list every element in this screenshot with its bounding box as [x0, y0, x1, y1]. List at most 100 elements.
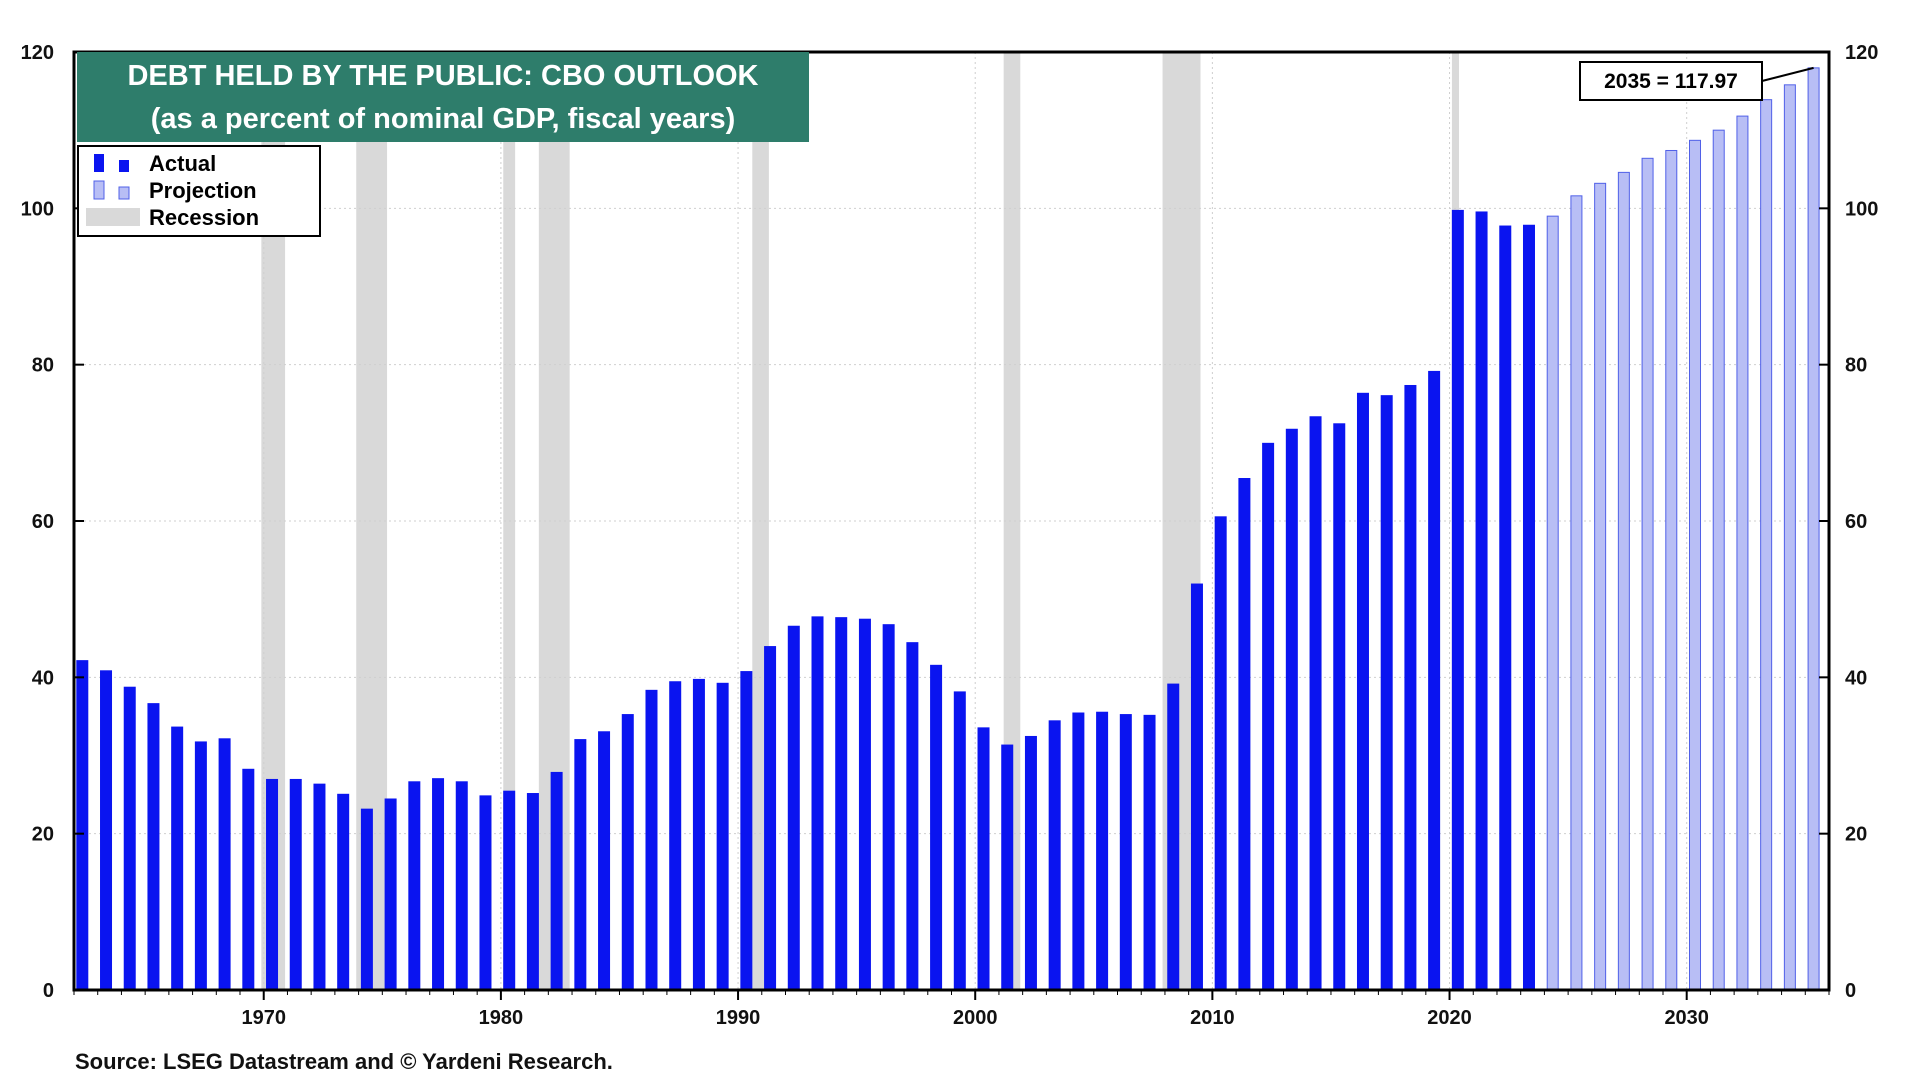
bar-actual — [740, 671, 753, 990]
bar-projection — [1641, 157, 1654, 991]
x-tick-label: 1980 — [479, 1007, 524, 1029]
bar-actual — [574, 739, 587, 990]
bar-projection — [1546, 215, 1559, 991]
x-tick-label: 2030 — [1664, 1007, 1709, 1029]
bar-actual — [1451, 209, 1464, 990]
y-tick-label-left: 100 — [21, 198, 54, 220]
bar-actual — [171, 726, 184, 990]
title-background — [77, 52, 809, 142]
bar-actual — [930, 664, 943, 990]
legend-swatch-recession — [86, 208, 140, 226]
bar-actual — [1072, 712, 1085, 990]
bar-actual — [100, 670, 113, 990]
y-tick-label-left: 20 — [32, 824, 54, 846]
y-tick-label-left: 40 — [32, 667, 54, 689]
legend-swatch-actual-small — [119, 160, 129, 172]
bar-actual — [669, 681, 682, 990]
y-tick-label-left: 0 — [43, 980, 54, 1002]
bar-actual — [811, 616, 824, 990]
y-tick-label-right: 80 — [1845, 355, 1867, 377]
callout: 2035 = 117.97 — [1579, 61, 1814, 101]
bar-actual — [550, 771, 563, 990]
legend-item-recession: Recession — [86, 205, 259, 230]
bar-actual — [242, 768, 255, 990]
bar-actual — [1167, 683, 1180, 990]
callout-box — [1579, 61, 1763, 101]
callout-label: 2035 = 117.97 — [1604, 70, 1738, 93]
bar-actual — [764, 646, 777, 990]
bar-actual — [1048, 720, 1061, 990]
legend: Actual Projection Recession — [77, 145, 321, 237]
bar-actual — [1522, 224, 1535, 990]
bar-actual — [1475, 211, 1488, 990]
y-tick-label-right: 120 — [1845, 42, 1878, 64]
bar-actual — [503, 790, 516, 990]
x-tick-label: 2020 — [1427, 1007, 1472, 1029]
bar-actual — [621, 714, 634, 990]
bar-projection — [1760, 99, 1773, 991]
bar-actual — [360, 808, 373, 990]
bar-actual — [1096, 711, 1109, 990]
bar-actual — [408, 781, 421, 990]
bar-actual — [455, 781, 468, 990]
bar-actual — [76, 660, 89, 990]
x-tick-label: 2010 — [1190, 1007, 1235, 1029]
bar-actual — [266, 778, 279, 990]
bar-actual — [835, 617, 848, 990]
bar-projection — [1807, 67, 1820, 991]
y-tick-label-left: 120 — [21, 42, 54, 64]
bar-actual — [977, 727, 990, 990]
x-tick-label: 1990 — [716, 1007, 761, 1029]
legend-swatch-actual — [94, 154, 104, 172]
bar-actual — [598, 731, 611, 990]
bar-projection — [1736, 115, 1749, 991]
bar-actual — [1238, 478, 1251, 990]
bar-actual — [289, 778, 302, 990]
bar-actual — [1380, 395, 1393, 990]
bar-actual — [1499, 225, 1512, 990]
bar-actual — [1285, 428, 1298, 991]
bar-actual — [337, 793, 350, 990]
bar-projection — [1712, 129, 1725, 991]
callout-leader — [1761, 66, 1814, 82]
legend-label-actual: Actual — [149, 151, 216, 176]
bar-projection — [1689, 139, 1702, 991]
bar-actual — [1404, 384, 1417, 990]
y-tick-label-right: 100 — [1845, 198, 1878, 220]
x-tick-label: 2000 — [953, 1007, 998, 1029]
bar-actual — [787, 625, 800, 990]
legend-swatch-projection — [93, 180, 105, 200]
bar-actual — [526, 793, 539, 990]
bar-actual — [692, 678, 705, 990]
bar-actual — [194, 741, 207, 990]
bar-projection — [1665, 149, 1678, 991]
bar-actual — [147, 703, 160, 990]
bar-projection — [1617, 171, 1630, 991]
bar-actual — [906, 642, 919, 990]
y-tick-label-left: 80 — [32, 355, 54, 377]
chart-subtitle: (as a percent of nominal GDP, fiscal yea… — [151, 103, 736, 135]
bar-actual — [384, 798, 397, 990]
y-tick-label-right: 40 — [1845, 667, 1867, 689]
bar-actual — [1001, 744, 1014, 990]
bar-projection — [1783, 84, 1796, 991]
legend-label-projection: Projection — [149, 178, 257, 203]
bar-actual — [479, 795, 492, 990]
bar-actual — [1119, 714, 1132, 990]
bar-actual — [313, 783, 326, 990]
title-box: DEBT HELD BY THE PUBLIC: CBO OUTLOOK (as… — [77, 52, 809, 142]
bar-projection — [1594, 182, 1607, 991]
source-note: Source: LSEG Datastream and © Yardeni Re… — [75, 1049, 613, 1074]
bar-projection — [1570, 195, 1583, 991]
bar-actual — [645, 689, 658, 990]
bar-actual — [858, 618, 871, 990]
legend-item-projection: Projection — [93, 178, 257, 203]
x-tick-label: 1970 — [241, 1007, 286, 1029]
recession-band — [261, 52, 286, 990]
y-tick-label-right: 60 — [1845, 511, 1867, 533]
legend-swatch-projection-small — [118, 186, 130, 200]
bar-actual — [1190, 583, 1203, 990]
bar-actual — [1333, 423, 1346, 991]
